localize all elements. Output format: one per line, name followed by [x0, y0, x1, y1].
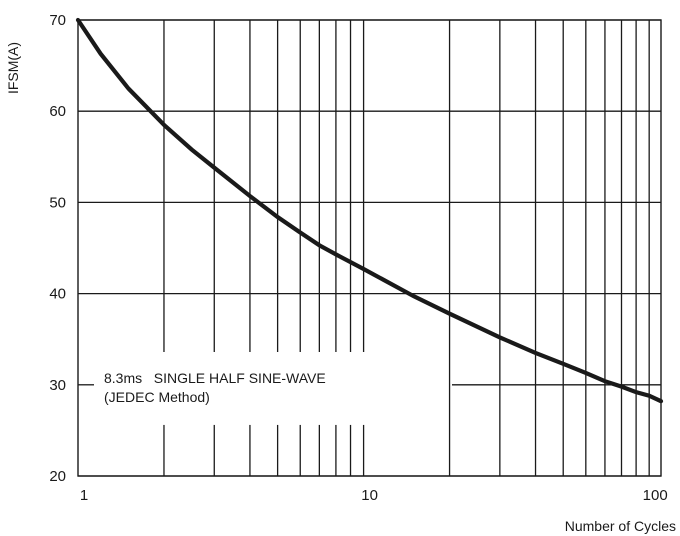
y-axis-label: IFSM(A) — [5, 42, 21, 94]
y-tick-labels: 20 30 40 50 60 70 — [49, 12, 66, 485]
y-tick-label: 20 — [49, 468, 66, 485]
x-tick-label: 10 — [361, 487, 378, 504]
plot-frame — [77, 19, 662, 477]
y-tick-label: 40 — [49, 286, 66, 303]
series-layer — [75, 17, 664, 404]
y-tick-label: 70 — [49, 12, 66, 29]
y-tick-label: 30 — [49, 377, 66, 394]
x-tick-label: 100 — [643, 487, 668, 504]
x-axis-label: Number of Cycles — [565, 518, 676, 534]
y-tick-label: 50 — [49, 194, 66, 211]
annotation-line-1: 8.3ms SINGLE HALF SINE-WAVE — [104, 370, 326, 386]
x-tick-label: 1 — [80, 487, 88, 504]
y-tick-label: 60 — [49, 103, 66, 120]
annotation-line-2: (JEDEC Method) — [104, 389, 210, 405]
surge-current-curve — [75, 17, 664, 404]
x-tick-labels: 1 10 100 — [80, 487, 668, 504]
grid-lines — [78, 19, 661, 477]
